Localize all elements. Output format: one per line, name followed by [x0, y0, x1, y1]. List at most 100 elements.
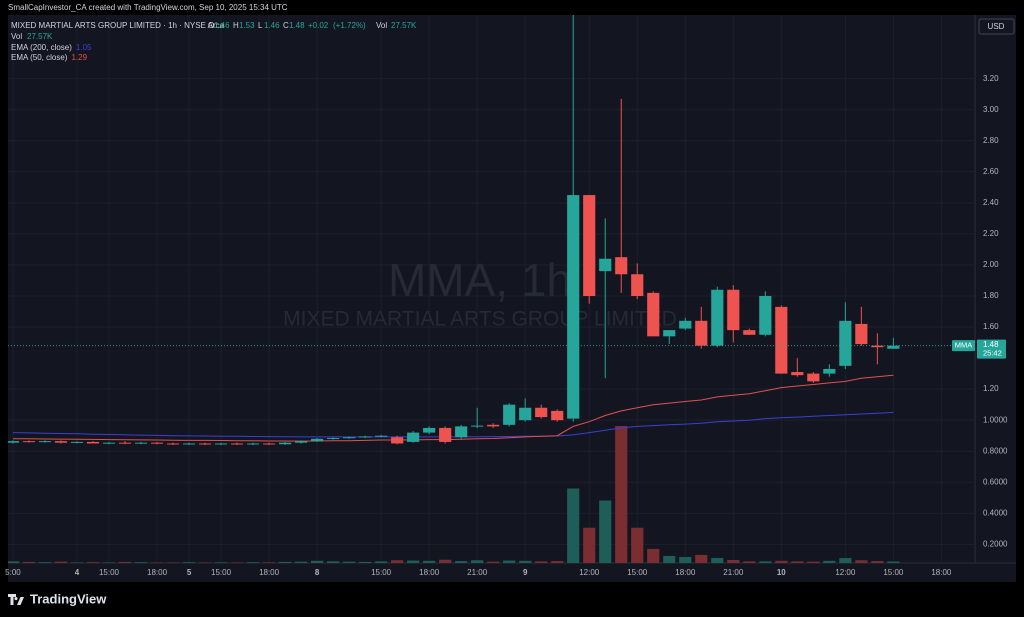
ema-line [12, 411, 894, 438]
candle-body [855, 323, 868, 345]
volume-bar [214, 562, 228, 563]
candle-body [807, 373, 820, 382]
volume-bar [246, 562, 260, 563]
candle-body [631, 274, 644, 296]
candle-body [182, 443, 196, 445]
legend-series-value: 1.29 [71, 53, 87, 62]
y-tick-label: 0.4000 [983, 508, 1008, 517]
volume-bar [375, 561, 388, 563]
volume-bar [22, 561, 36, 563]
candle-body [647, 292, 660, 337]
x-tick-label: 15:00 [211, 568, 232, 577]
currency-label: USD [988, 22, 1005, 31]
candle-body [262, 443, 276, 445]
candle-body [22, 441, 36, 443]
candle-body [503, 404, 516, 425]
candle-body [295, 441, 308, 443]
legend-ohlc-name: O [208, 21, 214, 30]
y-tick-label: 2.80 [983, 136, 999, 145]
volume-bar [327, 561, 340, 563]
candle-body [519, 407, 532, 421]
candle-body [230, 443, 244, 445]
candle-body [166, 443, 180, 445]
volume-bar [102, 562, 116, 563]
volume-bar [871, 561, 884, 563]
volume-bar [519, 560, 532, 563]
candle-body [711, 289, 724, 346]
legend-series-value: 1.05 [76, 43, 92, 52]
volume-bar [8, 561, 20, 563]
legend-volume-name: Vol [11, 32, 22, 41]
candle-body [150, 442, 164, 444]
candle-body [887, 345, 900, 349]
legend-ohlc-value: 1.53 [239, 21, 255, 30]
volume-bar [311, 560, 324, 563]
candle-body [102, 442, 116, 444]
candle-body [343, 437, 356, 439]
legend-ohlc-name: L [258, 21, 263, 30]
legend-ohlc-name: C [283, 21, 289, 30]
candle-body [759, 295, 772, 335]
ema-line [13, 374, 894, 442]
candle-body [70, 441, 84, 443]
volume-bar [70, 562, 84, 563]
volume-bar [391, 560, 404, 563]
ema-lines [12, 374, 894, 442]
y-tick-label: 1.20 [983, 384, 999, 393]
candle-body [118, 442, 132, 444]
price-tag-countdown: 25:42 [983, 349, 1002, 358]
volume-bar [134, 562, 148, 563]
legend-volume-value: 27.57K [27, 32, 53, 41]
legend-ohlc-value: 1.46 [214, 21, 230, 30]
volume-bar [807, 561, 820, 563]
volume-bar [407, 560, 420, 563]
volume-bar [727, 559, 740, 563]
volume-bar [791, 561, 804, 563]
footer-logo: TradingView [8, 591, 107, 606]
volume-bar [647, 548, 660, 563]
volume-bar [551, 561, 564, 563]
volume-bar [343, 561, 356, 563]
candle-body [375, 435, 388, 437]
price-tag [977, 339, 1006, 359]
legend-ohlc-value: 1.48 [289, 21, 305, 30]
volume-bar [423, 560, 436, 563]
volume-bar [503, 560, 516, 563]
candle-body [615, 257, 628, 275]
x-tick-label: 21:00 [467, 568, 488, 577]
legend: MIXED MARTIAL ARTS GROUP LIMITED · 1h · … [11, 21, 417, 62]
x-tick-label: 18:00 [259, 568, 280, 577]
volume-bar [887, 561, 900, 563]
volume-bar [663, 555, 676, 563]
volume-bar [583, 527, 596, 563]
legend-change: +0.02 [308, 21, 329, 30]
legend-ohlc-value: 1.46 [264, 21, 280, 30]
volume-bar [118, 561, 132, 563]
x-tick-label: 5 [187, 568, 192, 577]
symbol-tag [952, 340, 975, 352]
candle-body [439, 427, 452, 442]
legend-volume-name: Vol [376, 21, 387, 30]
y-tick-label: 0.8000 [983, 446, 1008, 455]
volume-bar [743, 561, 756, 563]
x-tick-label: 18:00 [419, 568, 440, 577]
candle-body [214, 443, 228, 445]
volume-bar [198, 562, 212, 563]
candle-body [535, 407, 548, 418]
volume-bar [359, 561, 372, 563]
candle-body [391, 437, 404, 444]
candle-body [695, 320, 708, 346]
candle-body [679, 320, 692, 329]
currency-button[interactable] [978, 18, 1015, 35]
volume-bar [535, 561, 548, 563]
candle-body [423, 427, 436, 433]
volume-bar [695, 554, 708, 563]
candle-body [487, 424, 500, 427]
volume-bar [150, 562, 164, 563]
y-tick-label: 1.0000 [983, 415, 1008, 424]
candle-body [471, 425, 484, 427]
candle-body [599, 258, 612, 272]
legend-series-name: EMA (200, close) [11, 43, 72, 52]
legend-series-name: EMA (50, close) [11, 53, 68, 62]
